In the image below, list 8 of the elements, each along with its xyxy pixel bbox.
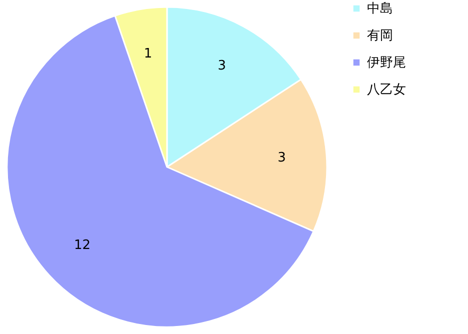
- legend-label: 八乙女: [367, 82, 406, 98]
- data-label: 3: [278, 150, 286, 166]
- legend-label: 中島: [367, 2, 393, 16]
- data-label: 12: [74, 238, 91, 254]
- data-label: 3: [218, 58, 226, 74]
- legend-label: 有岡: [367, 28, 393, 44]
- legend-label: 伊野尾: [367, 56, 406, 70]
- data-label: 1: [144, 46, 152, 62]
